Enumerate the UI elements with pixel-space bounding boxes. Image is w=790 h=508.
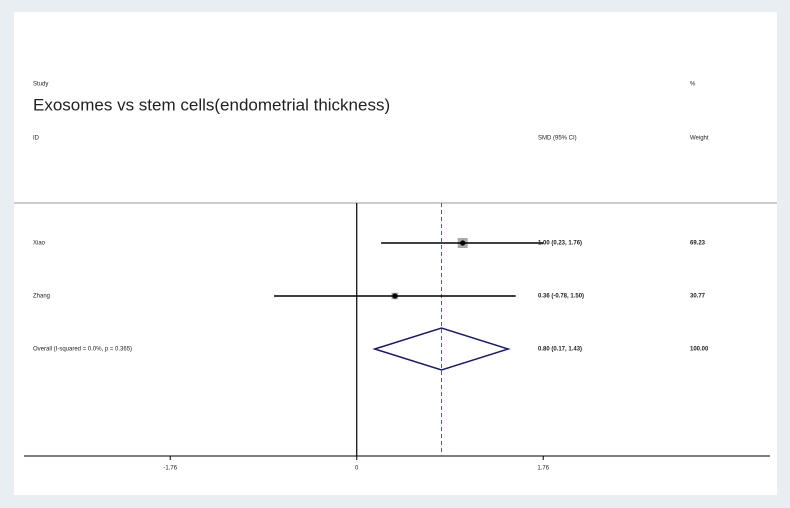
effect-label: 0.80 (0.17, 1.43) [538, 347, 582, 353]
study-label: Xiao [33, 241, 46, 247]
chart-title: Exosomes vs stem cells(endometrial thick… [33, 95, 390, 114]
x-tick-label: 1.76 [537, 466, 549, 472]
point [460, 240, 466, 246]
effect-label: 1.00 (0.23, 1.76) [538, 241, 582, 247]
overall-diamond [372, 327, 511, 371]
weight-header: Weight [690, 136, 709, 142]
weight-label: 69.23 [690, 241, 706, 247]
point [392, 293, 398, 299]
id-header: ID [33, 136, 40, 142]
weight-label: 100.00 [690, 347, 709, 353]
x-tick-label: 0 [355, 466, 359, 472]
percent-header: % [690, 82, 696, 88]
study-label: Zhang [33, 294, 50, 300]
effect-header: SMD (95% CI) [538, 136, 577, 142]
study-header: Study [33, 82, 48, 88]
panel [14, 12, 777, 495]
overall-label: Overall (I-squared = 0.0%, p = 0.365) [33, 347, 132, 353]
x-tick-label: -1.76 [163, 466, 177, 472]
effect-label: 0.36 (-0.78, 1.50) [538, 294, 584, 300]
weight-label: 30.77 [690, 294, 706, 300]
